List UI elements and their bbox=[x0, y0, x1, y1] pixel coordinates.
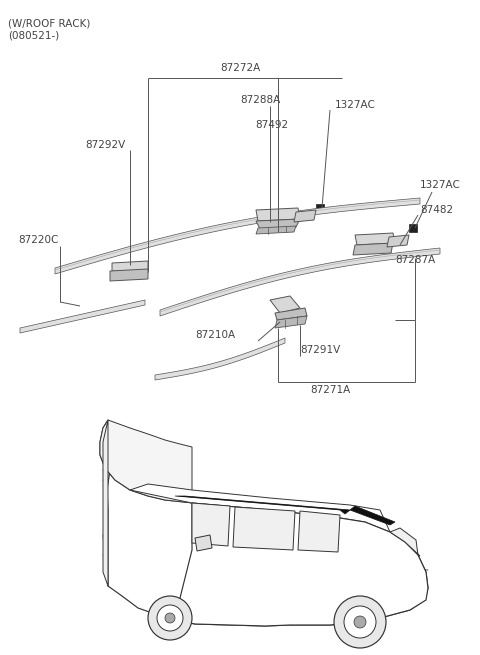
Polygon shape bbox=[256, 208, 300, 221]
Polygon shape bbox=[100, 420, 192, 503]
Polygon shape bbox=[155, 338, 285, 380]
Polygon shape bbox=[355, 233, 395, 245]
Circle shape bbox=[157, 605, 183, 631]
Polygon shape bbox=[103, 420, 108, 586]
Polygon shape bbox=[175, 503, 428, 626]
Polygon shape bbox=[390, 528, 420, 556]
Circle shape bbox=[354, 616, 366, 628]
Text: 87492: 87492 bbox=[255, 120, 288, 130]
Polygon shape bbox=[350, 506, 395, 525]
Polygon shape bbox=[256, 226, 296, 234]
Text: 1327AC: 1327AC bbox=[335, 100, 376, 110]
Polygon shape bbox=[195, 535, 212, 551]
Polygon shape bbox=[20, 300, 145, 333]
Polygon shape bbox=[387, 235, 409, 247]
Polygon shape bbox=[316, 204, 324, 212]
Polygon shape bbox=[353, 243, 393, 255]
Polygon shape bbox=[192, 503, 230, 546]
Circle shape bbox=[344, 606, 376, 638]
Polygon shape bbox=[275, 308, 307, 320]
Polygon shape bbox=[233, 507, 295, 550]
Polygon shape bbox=[298, 511, 340, 552]
Circle shape bbox=[148, 596, 192, 640]
Polygon shape bbox=[270, 296, 300, 313]
Polygon shape bbox=[275, 316, 307, 328]
Polygon shape bbox=[409, 224, 417, 232]
Text: 87210A: 87210A bbox=[195, 330, 235, 340]
Text: 1327AC: 1327AC bbox=[420, 180, 461, 190]
Text: 87220C: 87220C bbox=[18, 235, 59, 245]
Text: 87272A: 87272A bbox=[220, 63, 260, 73]
Text: 87287A: 87287A bbox=[395, 255, 435, 265]
Polygon shape bbox=[100, 420, 428, 626]
Text: 87288A: 87288A bbox=[240, 95, 280, 105]
Text: (W/ROOF RACK): (W/ROOF RACK) bbox=[8, 18, 90, 28]
Text: 87292V: 87292V bbox=[85, 140, 125, 150]
Polygon shape bbox=[256, 219, 300, 229]
Polygon shape bbox=[55, 198, 420, 274]
Text: 87482: 87482 bbox=[420, 205, 453, 215]
Text: 87291V: 87291V bbox=[300, 345, 340, 355]
Polygon shape bbox=[294, 210, 316, 222]
Polygon shape bbox=[112, 261, 148, 273]
Polygon shape bbox=[110, 269, 148, 281]
Polygon shape bbox=[130, 484, 390, 532]
Text: 87271A: 87271A bbox=[310, 385, 350, 395]
Circle shape bbox=[165, 613, 175, 623]
Polygon shape bbox=[175, 496, 350, 514]
Text: (080521-): (080521-) bbox=[8, 30, 59, 40]
Circle shape bbox=[334, 596, 386, 648]
Polygon shape bbox=[160, 248, 440, 316]
